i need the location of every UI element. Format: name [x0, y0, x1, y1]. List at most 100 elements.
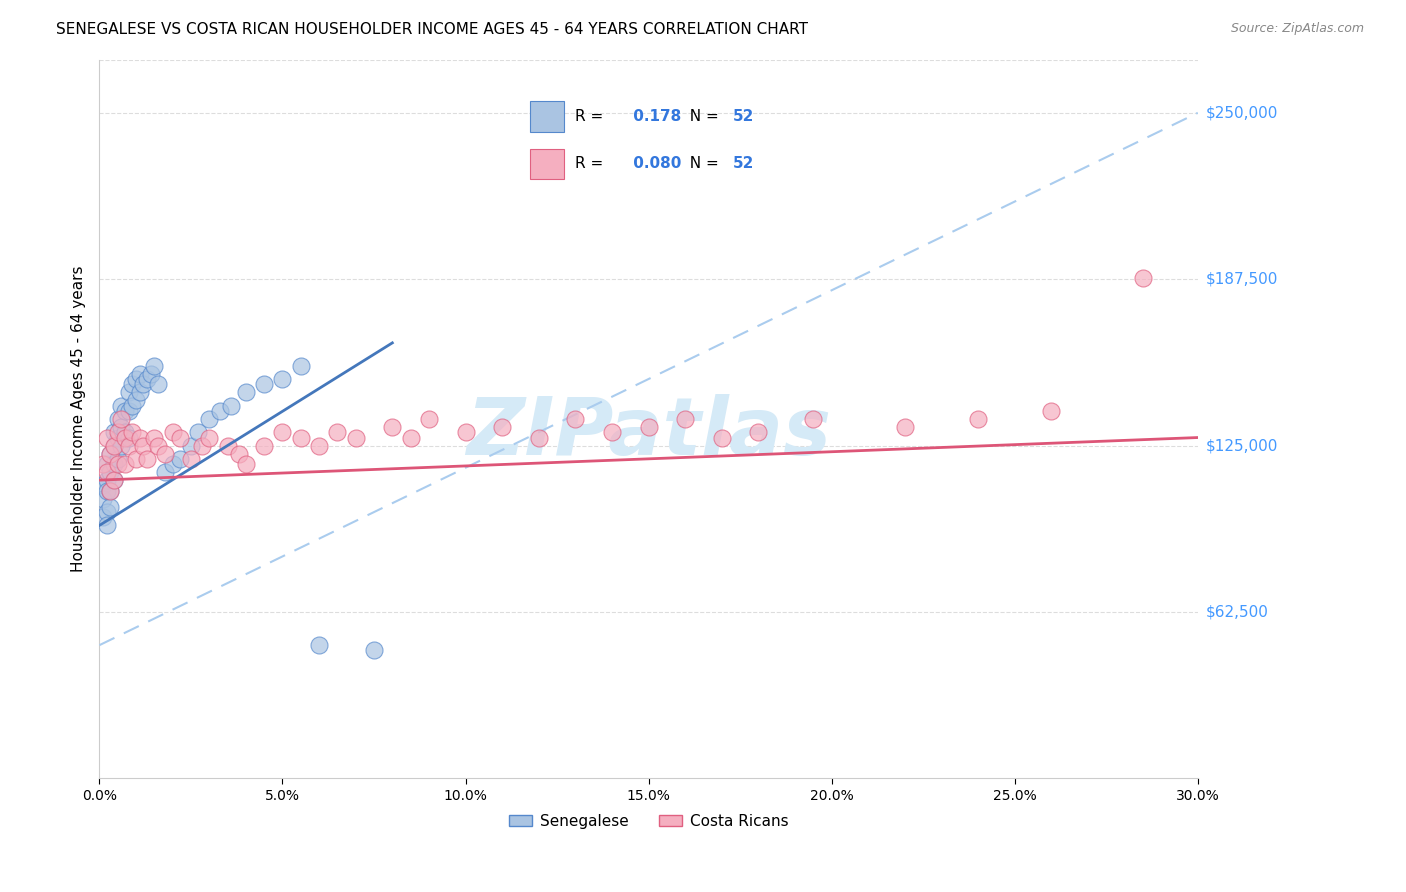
Point — [103, 473, 125, 487]
Point — [162, 457, 184, 471]
Point — [564, 412, 586, 426]
Point — [103, 473, 125, 487]
Point — [114, 457, 136, 471]
Point — [139, 367, 162, 381]
Point — [96, 505, 118, 519]
Point — [136, 451, 159, 466]
Point — [132, 438, 155, 452]
Point — [100, 465, 122, 479]
Point — [1132, 270, 1154, 285]
Point — [114, 431, 136, 445]
Point — [290, 431, 312, 445]
Point — [344, 431, 367, 445]
Point — [253, 377, 276, 392]
Point — [132, 377, 155, 392]
Point — [118, 438, 141, 452]
Text: $187,500: $187,500 — [1206, 272, 1278, 286]
Point — [308, 438, 330, 452]
Text: $250,000: $250,000 — [1206, 105, 1278, 120]
Point — [100, 483, 122, 498]
Point — [180, 451, 202, 466]
Point — [187, 425, 209, 440]
Text: ZIPatlas: ZIPatlas — [467, 394, 831, 472]
Point — [110, 420, 132, 434]
Point — [198, 431, 221, 445]
Point — [91, 457, 114, 471]
Point — [271, 425, 294, 440]
Legend: Senegalese, Costa Ricans: Senegalese, Costa Ricans — [503, 808, 794, 835]
Point — [103, 457, 125, 471]
Point — [114, 425, 136, 440]
Point — [491, 420, 513, 434]
Point — [107, 431, 129, 445]
Point — [381, 420, 404, 434]
Point — [103, 438, 125, 452]
Point — [155, 446, 177, 460]
Point — [121, 399, 143, 413]
Point — [673, 412, 696, 426]
Point — [96, 431, 118, 445]
Point — [121, 425, 143, 440]
Point — [1040, 404, 1063, 418]
Point — [128, 367, 150, 381]
Point — [128, 385, 150, 400]
Point — [600, 425, 623, 440]
Point — [803, 412, 825, 426]
Point — [136, 372, 159, 386]
Point — [107, 451, 129, 466]
Point — [96, 483, 118, 498]
Point — [128, 431, 150, 445]
Point — [107, 412, 129, 426]
Text: Source: ZipAtlas.com: Source: ZipAtlas.com — [1230, 22, 1364, 36]
Point — [110, 412, 132, 426]
Point — [100, 446, 122, 460]
Point — [107, 425, 129, 440]
Point — [121, 377, 143, 392]
Point — [162, 425, 184, 440]
Point — [637, 420, 659, 434]
Point — [454, 425, 477, 440]
Point — [326, 425, 349, 440]
Point — [527, 431, 550, 445]
Point — [125, 393, 148, 408]
Point — [118, 431, 141, 445]
Point — [91, 510, 114, 524]
Text: $62,500: $62,500 — [1206, 605, 1270, 619]
Point — [219, 399, 242, 413]
Point — [217, 438, 239, 452]
Text: $125,000: $125,000 — [1206, 438, 1278, 453]
Point — [228, 446, 250, 460]
Point — [100, 446, 122, 460]
Point — [180, 438, 202, 452]
Point — [198, 412, 221, 426]
Point — [271, 372, 294, 386]
Point — [967, 412, 990, 426]
Point — [114, 404, 136, 418]
Point — [118, 385, 141, 400]
Point — [96, 465, 118, 479]
Point — [96, 457, 118, 471]
Point — [155, 465, 177, 479]
Text: SENEGALESE VS COSTA RICAN HOUSEHOLDER INCOME AGES 45 - 64 YEARS CORRELATION CHAR: SENEGALESE VS COSTA RICAN HOUSEHOLDER IN… — [56, 22, 808, 37]
Point — [253, 438, 276, 452]
Point — [100, 483, 122, 498]
Point — [91, 491, 114, 506]
Point — [110, 438, 132, 452]
Point — [747, 425, 769, 440]
Y-axis label: Householder Income Ages 45 - 64 years: Householder Income Ages 45 - 64 years — [72, 266, 86, 572]
Point — [290, 359, 312, 373]
Point — [235, 457, 257, 471]
Point — [103, 438, 125, 452]
Point — [169, 431, 191, 445]
Point — [143, 431, 166, 445]
Point — [100, 500, 122, 514]
Point — [96, 473, 118, 487]
Point — [107, 457, 129, 471]
Point — [143, 359, 166, 373]
Point — [91, 478, 114, 492]
Point — [146, 438, 169, 452]
Point — [308, 638, 330, 652]
Point — [191, 438, 214, 452]
Point — [110, 399, 132, 413]
Point — [118, 404, 141, 418]
